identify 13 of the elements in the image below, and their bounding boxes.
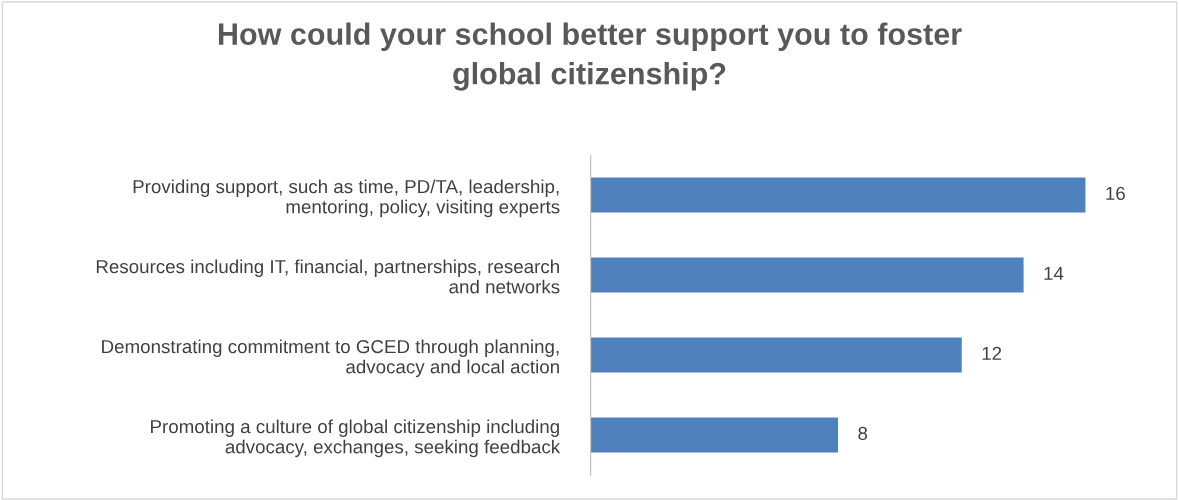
y-tick-label: Demonstrating commitment to GCED through planning, advocacy and local action [102, 339, 559, 378]
data-label: 14 [1044, 266, 1064, 280]
bar [590, 337, 962, 373]
data-label: 16 [1106, 186, 1125, 201]
y-tick-label: Providing support, such as time, PD/TA, leadership, mentoring, policy, visiting experts [133, 179, 560, 218]
bar [590, 417, 839, 453]
data-label: 12 [982, 346, 1002, 360]
y-tick-label: Resources including IT, financial, partnerships, research and networks [96, 259, 560, 294]
bar [590, 257, 1024, 293]
bar [590, 177, 1086, 213]
chart-title: How could your school better support you to foster global citizenship? [218, 22, 962, 91]
y-tick-label: Promoting a culture of global citizenship including advocacy, exchanges, seeking feedback [151, 419, 561, 458]
data-label: 8 [858, 426, 868, 441]
